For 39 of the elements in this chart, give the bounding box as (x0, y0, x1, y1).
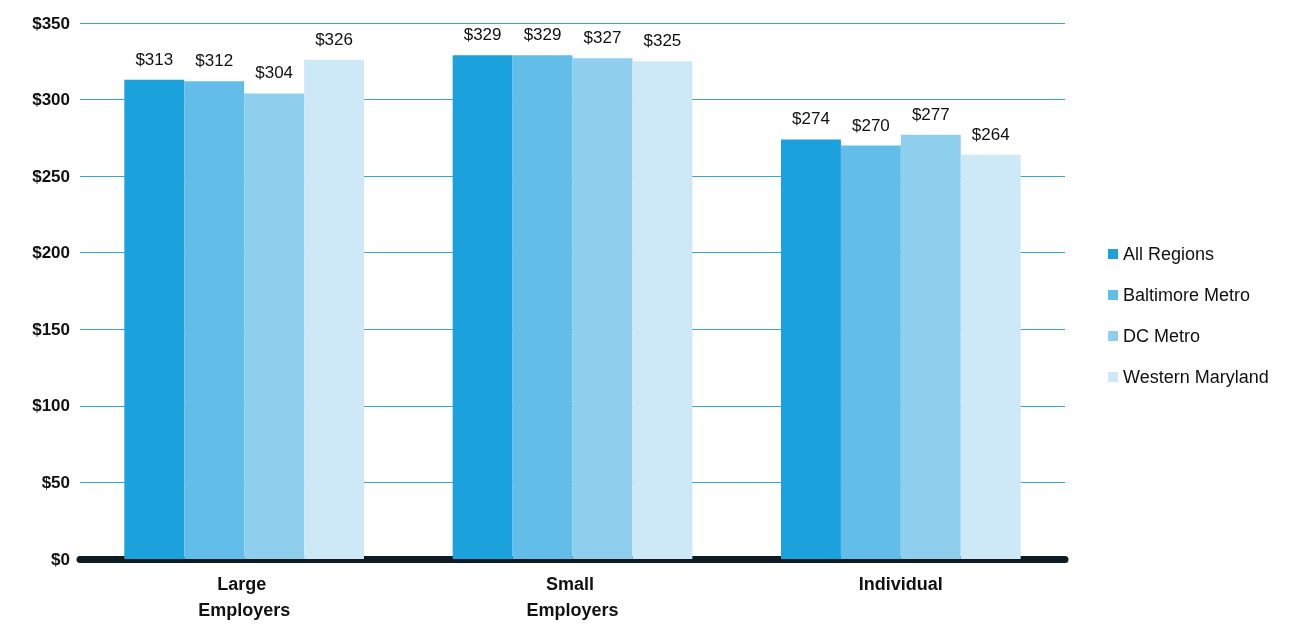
y-tick-label: $150 (32, 319, 70, 339)
data-label: $313 (135, 49, 174, 69)
data-label: $270 (851, 115, 890, 135)
bar (960, 154, 1021, 559)
x-tick-label: Small Employers (526, 574, 619, 620)
bar (184, 81, 245, 559)
bar (304, 59, 365, 559)
bar (780, 139, 841, 559)
legend-label: All Regions (1123, 244, 1215, 264)
data-label: $325 (643, 31, 682, 51)
data-label: $264 (971, 124, 1010, 144)
y-tick-label: $300 (32, 90, 70, 110)
y-tick-label: $200 (32, 243, 70, 263)
y-tick-label: $50 (41, 472, 70, 492)
y-tick-label: $250 (32, 166, 70, 186)
bar (512, 55, 573, 559)
y-tick-label: $100 (32, 396, 70, 416)
x-tick-label: Large Employers (198, 574, 291, 620)
bar (452, 55, 513, 559)
legend-label: DC Metro (1123, 326, 1201, 346)
data-label: $326 (315, 29, 353, 49)
bar (244, 93, 305, 559)
bar (900, 134, 961, 559)
data-label: $274 (792, 109, 830, 129)
y-tick-label: $350 (32, 13, 70, 33)
legend-label: Baltimore Metro (1123, 285, 1251, 305)
data-label: $329 (523, 25, 562, 45)
bar (572, 58, 633, 559)
bar (632, 61, 693, 559)
data-label: $277 (911, 104, 950, 124)
data-label: $327 (583, 28, 622, 48)
data-label: $329 (463, 25, 502, 45)
data-label: $304 (255, 63, 294, 83)
legend-label: Western Maryland (1123, 367, 1269, 387)
bar (124, 79, 185, 559)
data-label: $312 (195, 51, 234, 71)
y-tick-label: $0 (51, 549, 70, 569)
x-tick-label: Individual (858, 574, 943, 594)
bar (840, 145, 901, 559)
